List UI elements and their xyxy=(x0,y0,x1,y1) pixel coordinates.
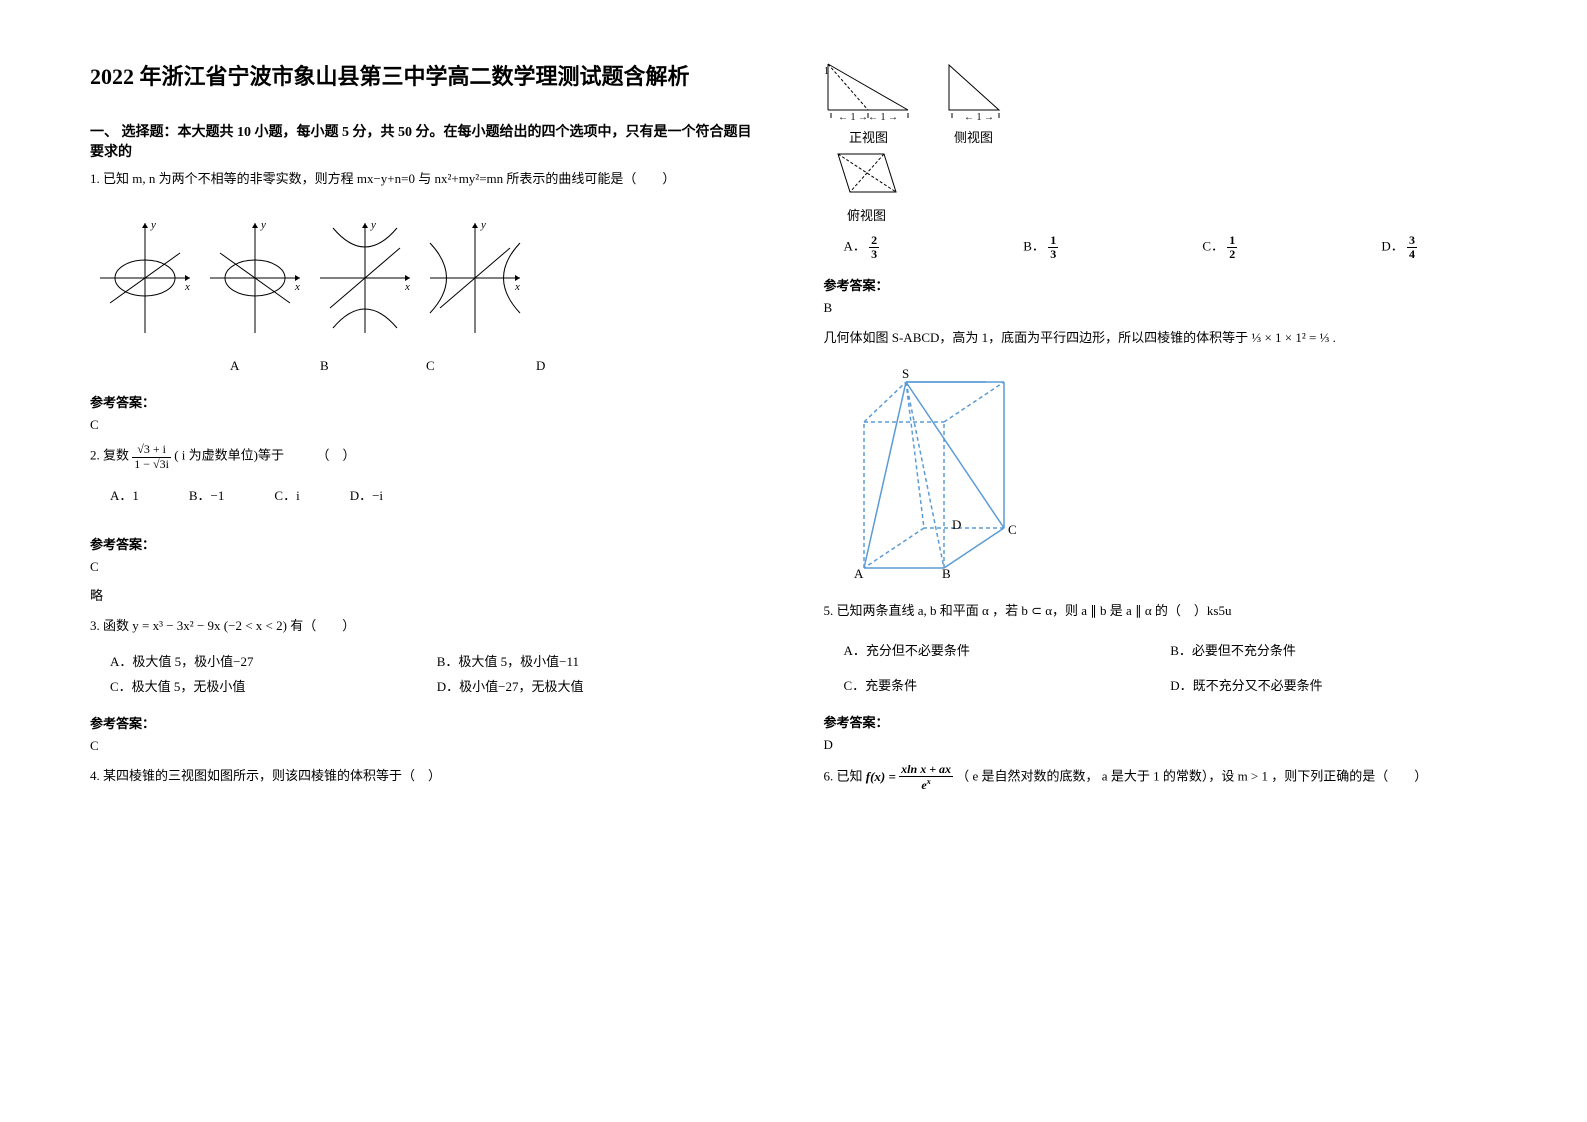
pyramid-label-b: B xyxy=(942,566,951,578)
q5-answer-label: 参考答案： xyxy=(824,712,1498,731)
q2-opt-d: D．−i xyxy=(350,485,383,504)
q3-opt-d: D．极小值−27，无极大值 xyxy=(437,676,764,695)
q1-answer-label: 参考答案： xyxy=(90,392,764,411)
q6-prefix: 6. 已知 xyxy=(824,769,866,784)
curve-panel-c: y x xyxy=(320,219,410,333)
q5-opt-d: D．既不充分又不必要条件 xyxy=(1170,675,1497,694)
q2-frac-num: √3 + i xyxy=(132,443,171,457)
svg-text:y: y xyxy=(260,219,266,231)
q1-label-a: A xyxy=(230,358,239,374)
q4-exp-prefix: 几何体如图 S-ABCD，高为 1，底面为平行四边形，所以四棱锥的体积等于 xyxy=(824,330,1252,345)
q5-options: A．充分但不必要条件 B．必要但不充分条件 C．充要条件 D．既不充分又不必要条… xyxy=(844,640,1498,700)
q6-formula: f(x) = xln x + axex xyxy=(866,769,957,784)
question-3: 3. 函数 y = x³ − 3x² − 9x (−2 < x < 2) 有（ … xyxy=(90,614,764,637)
q3-answer: C xyxy=(90,738,764,754)
q4-pyramid-figure: S A B C D xyxy=(844,368,1498,583)
section-1-heading: 一、 选择题：本大题共 10 小题，每小题 5 分，共 50 分。在每小题给出的… xyxy=(90,121,764,161)
q4-opt-d: D． 34 xyxy=(1381,234,1417,261)
q4-explanation: 几何体如图 S-ABCD，高为 1，底面为平行四边形，所以四棱锥的体积等于 ⅓ … xyxy=(824,326,1498,349)
pyramid-label-d: D xyxy=(952,517,961,532)
q4-exp-formula: ⅓ × 1 × 1² = ⅓ . xyxy=(1251,330,1335,345)
svg-text:← 1 →← 1 →: ← 1 →← 1 → xyxy=(838,112,898,120)
q2-prefix: 2. 复数 xyxy=(90,448,132,463)
svg-text:y: y xyxy=(150,219,156,231)
q1-label-d: D xyxy=(536,358,545,374)
svg-text:x: x xyxy=(404,281,410,293)
q2-answer-label: 参考答案： xyxy=(90,534,764,553)
q2-fraction: √3 + i 1 − √3i xyxy=(132,443,171,470)
svg-text:y: y xyxy=(370,219,376,231)
q1-label-c: C xyxy=(426,358,435,374)
question-1: 1. 已知 m, n 为两个不相等的非零实数，则方程 mx−y+n=0 与 nx… xyxy=(90,167,764,190)
question-6: 6. 已知 f(x) = xln x + axex （ e 是自然对数的底数， … xyxy=(824,763,1498,792)
q2-opt-c: C．i xyxy=(274,485,299,504)
pyramid-label-c: C xyxy=(1008,522,1017,537)
q4-options: A． 23 B． 13 C． 12 D． 34 xyxy=(844,234,1498,261)
svg-text:x: x xyxy=(294,281,300,293)
q1-label-b: B xyxy=(320,358,329,374)
q1-answer: C xyxy=(90,417,764,433)
q2-suffix: ( i 为虚数单位)等于 （ ） xyxy=(174,448,355,463)
side-view-block: ← 1 → 侧视图 xyxy=(944,60,1004,146)
q5-opt-b: B．必要但不充分条件 xyxy=(1170,640,1497,659)
side-view-label: 侧视图 xyxy=(944,127,1004,146)
left-column: 2022 年浙江省宁波市象山县第三中学高二数学理测试题含解析 一、 选择题：本大… xyxy=(90,60,764,1062)
svg-text:y: y xyxy=(480,219,486,231)
q6-suffix: （ e 是自然对数的底数， a 是大于 1 的常数），设 m > 1 ，则下列正… xyxy=(956,769,1427,784)
curve-panel-d: y x xyxy=(430,219,520,333)
q1-option-labels: A B C D xyxy=(90,358,764,376)
pyramid-label-a: A xyxy=(854,566,864,578)
q2-options: A．1 B．−1 C．i D．−i xyxy=(110,485,764,504)
q5-opt-c: C．充要条件 xyxy=(844,675,1171,694)
front-view-block: 1 ← 1 →← 1 → 正视图 xyxy=(824,60,914,146)
q1-curves-figure: y x y x y x y x xyxy=(90,208,530,348)
curve-panel-a: y x xyxy=(100,219,190,333)
q4-three-views: 1 ← 1 →← 1 → 正视图 ← 1 → 侧视图 xyxy=(824,60,1498,146)
q5-opt-a: A．充分但不必要条件 xyxy=(844,640,1171,659)
q3-answer-label: 参考答案： xyxy=(90,713,764,732)
q4-answer-label: 参考答案： xyxy=(824,275,1498,294)
right-column: 1 ← 1 →← 1 → 正视图 ← 1 → 侧视图 俯视图 xyxy=(824,60,1498,1062)
page-title: 2022 年浙江省宁波市象山县第三中学高二数学理测试题含解析 xyxy=(90,60,764,93)
side-view-svg: ← 1 → xyxy=(944,60,1004,120)
svg-text:← 1 →: ← 1 → xyxy=(964,112,994,120)
q3-opt-b: B．极大值 5，极小值−11 xyxy=(437,651,764,670)
top-view-svg xyxy=(834,150,900,198)
q4-opt-a: A． 23 xyxy=(844,234,880,261)
curve-panel-b: y x xyxy=(210,219,300,333)
q2-answer: C xyxy=(90,559,764,575)
question-2: 2. 复数 √3 + i 1 − √3i ( i 为虚数单位)等于 （ ） xyxy=(90,443,764,470)
question-5: 5. 已知两条直线 a, b 和平面 α ，若 b ⊂ α，则 a ∥ b 是 … xyxy=(824,599,1498,622)
q3-opt-c: C．极大值 5，无极小值 xyxy=(110,676,437,695)
q4-opt-b: B． 13 xyxy=(1023,234,1058,261)
top-view-label: 俯视图 xyxy=(834,205,900,224)
q2-frac-den: 1 − √3i xyxy=(132,458,171,471)
q2-opt-b: B．−1 xyxy=(189,485,225,504)
q2-omit: 略 xyxy=(90,585,764,604)
pyramid-label-s: S xyxy=(902,368,909,381)
front-view-label: 正视图 xyxy=(824,127,914,146)
q4-opt-c: C． 12 xyxy=(1202,234,1237,261)
svg-text:x: x xyxy=(514,281,520,293)
q3-options: A．极大值 5，极小值−27 B．极大值 5，极小值−11 C．极大值 5，无极… xyxy=(110,651,764,701)
q4-answer: B xyxy=(824,300,1498,316)
q3-opt-a: A．极大值 5，极小值−27 xyxy=(110,651,437,670)
svg-text:x: x xyxy=(184,281,190,293)
q2-opt-a: A．1 xyxy=(110,485,139,504)
svg-text:1: 1 xyxy=(824,66,829,77)
q5-answer: D xyxy=(824,737,1498,753)
top-view-block: 俯视图 xyxy=(834,150,900,224)
question-4: 4. 某四棱锥的三视图如图所示，则该四棱锥的体积等于（ ） xyxy=(90,764,764,787)
front-view-svg: 1 ← 1 →← 1 → xyxy=(824,60,914,120)
